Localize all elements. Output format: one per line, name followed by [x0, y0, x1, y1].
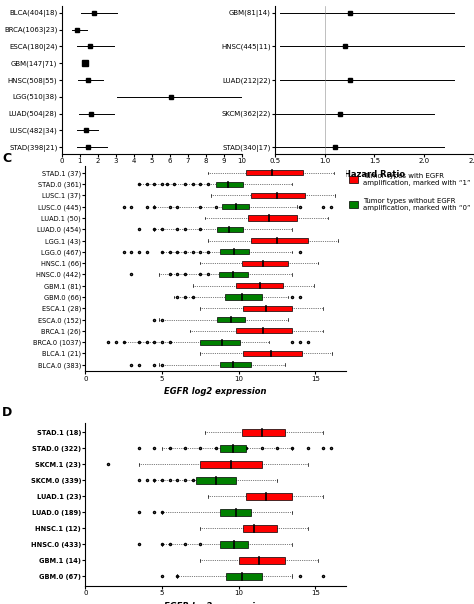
Bar [216, 182, 243, 187]
Bar [227, 573, 262, 580]
Bar [251, 193, 305, 198]
Bar [243, 306, 292, 311]
Legend: Tumor types with EGFR
amplification, marked with “1”, Tumor types without EGFR
a: Tumor types with EGFR amplification, mar… [349, 173, 471, 211]
Bar [242, 260, 288, 266]
Bar [242, 429, 285, 436]
Bar [219, 272, 248, 277]
Bar [246, 493, 292, 500]
Bar [243, 525, 277, 532]
Bar [196, 477, 236, 484]
Bar [220, 249, 249, 254]
Bar [251, 238, 308, 243]
X-axis label: EGFR log2 expression: EGFR log2 expression [164, 602, 267, 604]
X-axis label: Hazard Ratio: Hazard Ratio [121, 170, 182, 179]
Bar [236, 329, 292, 333]
Bar [222, 204, 249, 209]
Bar [225, 294, 262, 300]
Bar [220, 541, 248, 548]
X-axis label: EGFR log2 expression: EGFR log2 expression [164, 387, 267, 396]
Text: C: C [2, 152, 11, 165]
Bar [220, 362, 251, 367]
X-axis label: Hazard Ratio: Hazard Ratio [344, 170, 405, 179]
Bar [201, 461, 262, 468]
Bar [217, 226, 243, 232]
Bar [246, 170, 303, 175]
Text: B: B [235, 0, 245, 3]
Bar [239, 557, 285, 564]
Bar [243, 351, 301, 356]
Bar [201, 339, 240, 345]
Bar [217, 317, 245, 322]
Bar [236, 283, 283, 288]
Bar [220, 445, 246, 452]
Bar [220, 509, 251, 516]
Bar [248, 216, 297, 220]
Text: D: D [2, 406, 12, 419]
